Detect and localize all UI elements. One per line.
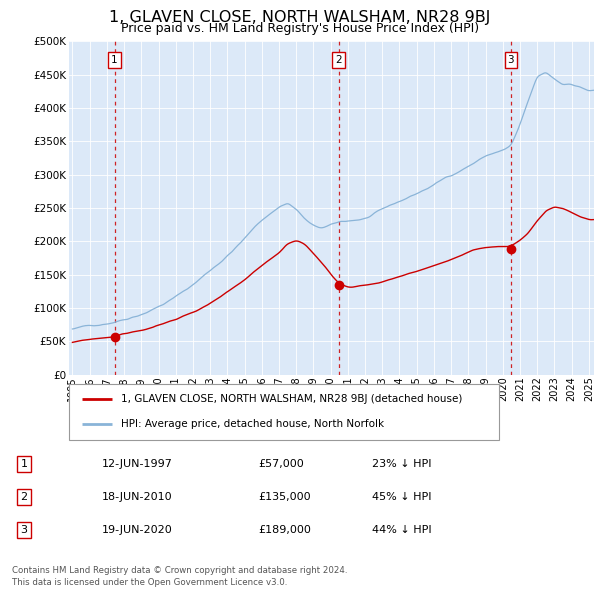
FancyBboxPatch shape	[69, 384, 499, 440]
Text: HPI: Average price, detached house, North Norfolk: HPI: Average price, detached house, Nort…	[121, 419, 384, 429]
Text: 1: 1	[20, 459, 28, 469]
Text: 19-JUN-2020: 19-JUN-2020	[102, 525, 173, 535]
Text: 12-JUN-1997: 12-JUN-1997	[102, 459, 173, 469]
Text: 45% ↓ HPI: 45% ↓ HPI	[372, 492, 431, 502]
Text: Contains HM Land Registry data © Crown copyright and database right 2024.
This d: Contains HM Land Registry data © Crown c…	[12, 566, 347, 587]
Text: £189,000: £189,000	[258, 525, 311, 535]
Text: £135,000: £135,000	[258, 492, 311, 502]
Text: 44% ↓ HPI: 44% ↓ HPI	[372, 525, 431, 535]
Text: 1, GLAVEN CLOSE, NORTH WALSHAM, NR28 9BJ: 1, GLAVEN CLOSE, NORTH WALSHAM, NR28 9BJ	[109, 10, 491, 25]
Text: 1, GLAVEN CLOSE, NORTH WALSHAM, NR28 9BJ (detached house): 1, GLAVEN CLOSE, NORTH WALSHAM, NR28 9BJ…	[121, 394, 462, 404]
Text: 23% ↓ HPI: 23% ↓ HPI	[372, 459, 431, 469]
Text: 1: 1	[112, 55, 118, 65]
Text: £57,000: £57,000	[258, 459, 304, 469]
Text: Price paid vs. HM Land Registry's House Price Index (HPI): Price paid vs. HM Land Registry's House …	[121, 22, 479, 35]
Text: 3: 3	[20, 525, 28, 535]
Text: 2: 2	[335, 55, 342, 65]
Text: 3: 3	[508, 55, 514, 65]
Text: 18-JUN-2010: 18-JUN-2010	[102, 492, 173, 502]
Text: 2: 2	[20, 492, 28, 502]
